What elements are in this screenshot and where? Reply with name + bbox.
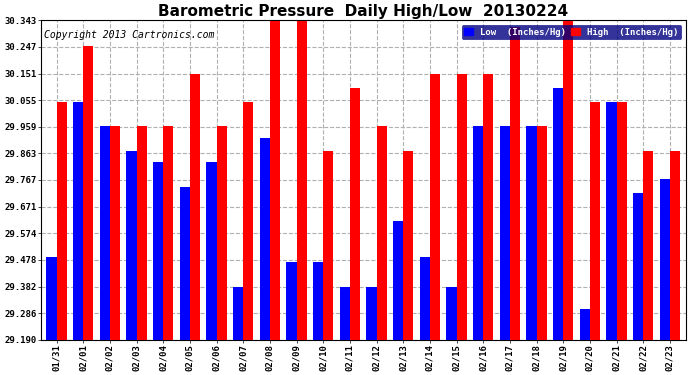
Bar bbox=[243, 102, 253, 340]
Bar bbox=[366, 287, 377, 340]
Bar bbox=[430, 74, 440, 340]
Bar bbox=[153, 162, 164, 340]
Bar bbox=[270, 21, 280, 340]
Bar bbox=[73, 102, 83, 340]
Legend: Low  (Inches/Hg), High  (Inches/Hg): Low (Inches/Hg), High (Inches/Hg) bbox=[462, 25, 681, 39]
Bar bbox=[537, 126, 546, 340]
Bar bbox=[164, 126, 173, 340]
Bar bbox=[323, 152, 333, 340]
Bar bbox=[100, 126, 110, 340]
Bar bbox=[660, 179, 670, 340]
Bar bbox=[457, 74, 466, 340]
Title: Barometric Pressure  Daily High/Low  20130224: Barometric Pressure Daily High/Low 20130… bbox=[158, 4, 569, 19]
Bar bbox=[607, 102, 616, 340]
Bar bbox=[473, 126, 483, 340]
Bar bbox=[339, 287, 350, 340]
Bar bbox=[350, 88, 360, 340]
Bar bbox=[83, 46, 93, 340]
Bar bbox=[313, 262, 323, 340]
Bar bbox=[420, 256, 430, 340]
Bar bbox=[510, 27, 520, 340]
Bar bbox=[137, 126, 147, 340]
Bar bbox=[217, 126, 227, 340]
Bar bbox=[190, 74, 200, 340]
Bar bbox=[483, 74, 493, 340]
Bar bbox=[393, 220, 403, 340]
Bar bbox=[377, 126, 386, 340]
Bar bbox=[580, 309, 590, 340]
Bar bbox=[126, 152, 137, 340]
Bar bbox=[46, 256, 57, 340]
Bar bbox=[259, 138, 270, 340]
Bar bbox=[297, 21, 306, 340]
Bar bbox=[590, 102, 600, 340]
Bar bbox=[180, 188, 190, 340]
Bar bbox=[643, 152, 653, 340]
Bar bbox=[500, 126, 510, 340]
Bar bbox=[563, 21, 573, 340]
Bar bbox=[633, 193, 643, 340]
Bar bbox=[57, 102, 67, 340]
Bar bbox=[403, 152, 413, 340]
Bar bbox=[553, 88, 563, 340]
Bar bbox=[233, 287, 243, 340]
Bar bbox=[206, 162, 217, 340]
Bar bbox=[110, 126, 120, 340]
Bar bbox=[446, 287, 457, 340]
Bar bbox=[670, 152, 680, 340]
Bar bbox=[616, 102, 627, 340]
Bar bbox=[526, 126, 537, 340]
Bar bbox=[286, 262, 297, 340]
Text: Copyright 2013 Cartronics.com: Copyright 2013 Cartronics.com bbox=[43, 30, 214, 40]
